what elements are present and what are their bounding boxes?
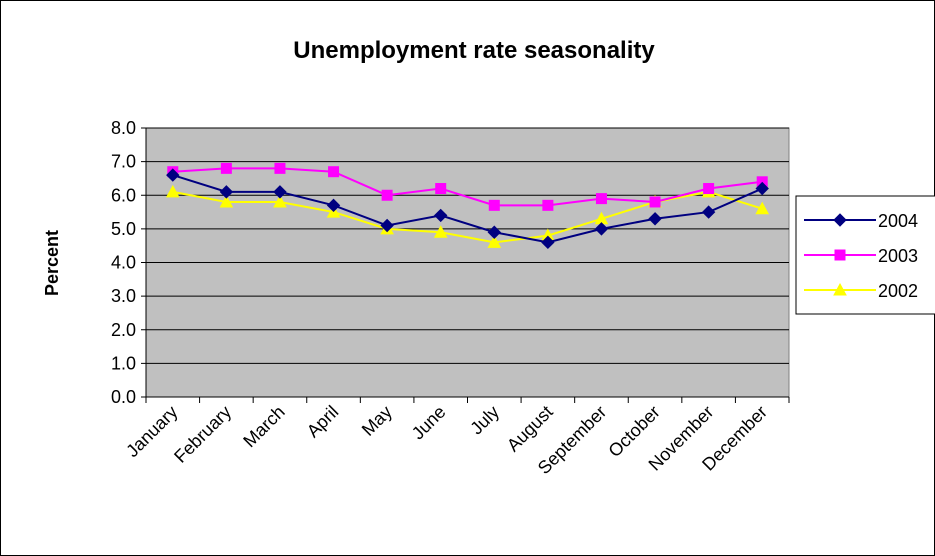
data-point-2002 <box>487 235 502 248</box>
legend-label-2004: 2004 <box>878 211 918 231</box>
data-point-2003 <box>435 183 447 195</box>
legend-marker-2004 <box>833 213 847 227</box>
data-point-2003 <box>595 193 607 205</box>
legend-label-2002: 2002 <box>878 281 918 301</box>
data-point-2004 <box>594 222 609 236</box>
data-point-2004 <box>755 181 769 196</box>
data-point-2004 <box>487 225 501 239</box>
series-line-2003 <box>172 167 763 207</box>
data-point-2002 <box>433 225 448 238</box>
y-tick-label: 5.0 <box>111 219 136 239</box>
y-tick-label: 1.0 <box>111 353 136 373</box>
data-point-2002 <box>165 184 180 198</box>
data-point-2003 <box>649 196 661 208</box>
data-point-2003 <box>220 162 232 174</box>
y-tick-label: 2.0 <box>111 320 136 340</box>
y-axis-label: Percent <box>42 230 62 296</box>
y-tick-label: 6.0 <box>111 185 136 205</box>
data-point-2003 <box>488 199 500 211</box>
data-point-2004 <box>648 212 662 226</box>
data-point-2003 <box>274 162 286 174</box>
chart-title: Unemployment rate seasonality <box>293 37 655 64</box>
data-point-2003 <box>703 183 715 195</box>
y-tick-label: 7.0 <box>111 152 136 172</box>
y-tick-label: 3.0 <box>111 286 136 306</box>
y-tick-label: 0.0 <box>111 387 136 407</box>
data-point-2004 <box>219 185 234 199</box>
legend-marker-2002 <box>833 282 847 296</box>
series-line-2004 <box>172 174 763 244</box>
data-point-2003 <box>381 189 393 201</box>
data-point-2004 <box>166 168 180 182</box>
data-point-2003 <box>542 199 554 211</box>
legend-label-2003: 2003 <box>878 246 918 266</box>
data-point-2002 <box>219 194 234 208</box>
y-tick-label: 4.0 <box>111 253 136 273</box>
data-point-2004 <box>326 198 341 213</box>
data-point-2004 <box>541 235 555 250</box>
data-point-2003 <box>328 166 340 178</box>
data-point-2002 <box>755 201 770 215</box>
legend-marker-2003 <box>834 249 846 261</box>
data-point-2004 <box>701 205 716 219</box>
data-point-2002 <box>273 194 287 208</box>
y-tick-label: 8.0 <box>111 118 136 138</box>
data-point-2004 <box>380 218 394 233</box>
data-point-2004 <box>434 208 448 223</box>
data-point-2004 <box>273 185 287 199</box>
